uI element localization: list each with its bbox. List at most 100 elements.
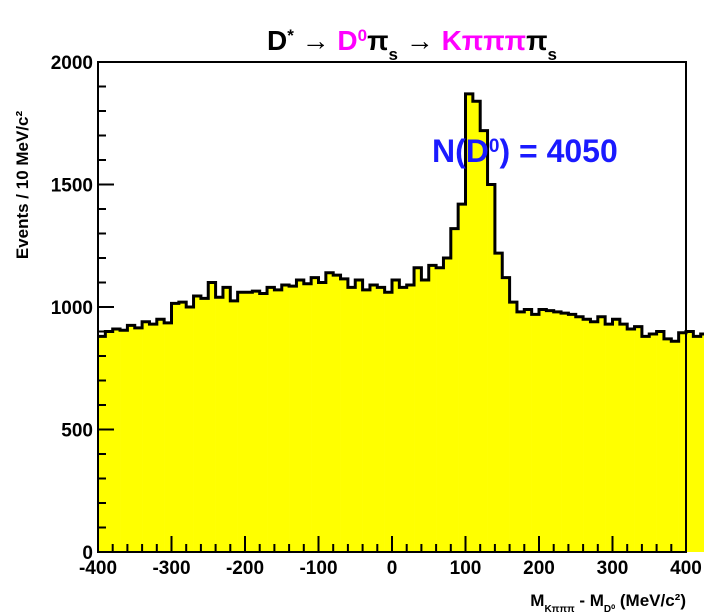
histogram-bin: [237, 292, 246, 552]
histogram-bin: [377, 287, 385, 552]
y-axis-ticks: 0 500 1000 1500 2000: [51, 53, 114, 564]
histogram-bin: [406, 284, 415, 552]
histogram-bin: [531, 314, 540, 552]
histogram-bin: [164, 322, 172, 552]
histogram-bin: [369, 284, 378, 552]
histogram-bin: [494, 253, 503, 552]
histogram-bin: [671, 341, 679, 552]
histogram-bin: [289, 286, 297, 552]
histogram-bin: [392, 280, 400, 552]
histogram-bins: [98, 93, 704, 552]
y-tick-label: 1500: [51, 176, 93, 197]
x-tick-label: 400: [670, 558, 702, 579]
x-tick-label: 200: [523, 558, 555, 579]
histogram-bin: [281, 284, 290, 552]
histogram-bin: [245, 292, 253, 552]
histogram-bin: [649, 333, 657, 552]
chart-title: D* → D0πs → Kππππs: [267, 25, 557, 64]
histogram-bin: [259, 293, 268, 552]
histogram-bin: [575, 316, 584, 552]
histogram-bin: [619, 324, 628, 552]
histogram-bin: [127, 325, 136, 552]
histogram-bin: [252, 291, 260, 552]
histogram-bin: [465, 93, 474, 552]
histogram-bin: [583, 319, 591, 552]
histogram-bin: [480, 130, 488, 552]
histogram-bin: [568, 314, 577, 552]
histogram-bin: [208, 282, 216, 552]
x-tick-label: -300: [152, 558, 190, 579]
signal-yield-annotation: N(D0) = 4050: [432, 133, 618, 169]
histogram-bin: [171, 303, 180, 552]
histogram-bin: [509, 302, 518, 552]
histogram-bin: [443, 258, 452, 552]
histogram-bin: [230, 300, 238, 552]
y-axis-label: Events / 10 MeV/c²: [13, 110, 32, 259]
y-tick-label: 2000: [51, 53, 93, 74]
histogram-bin: [222, 287, 231, 552]
histogram-bin: [502, 277, 510, 552]
y-tick-label: 500: [61, 421, 93, 442]
histogram-bin: [399, 287, 407, 552]
histogram-bin: [355, 280, 363, 552]
histogram-bin: [318, 282, 327, 552]
histogram-bin: [612, 319, 621, 552]
x-tick-label: 100: [450, 558, 482, 579]
y-tick-label: 1000: [51, 298, 93, 319]
histogram-bin: [458, 204, 466, 552]
histogram-bin: [663, 338, 672, 552]
y-tick-label: 0: [82, 543, 93, 564]
histogram-bin: [347, 287, 356, 552]
histogram-bin: [134, 327, 143, 552]
histogram-bin: [678, 332, 687, 552]
histogram-bin: [627, 329, 635, 552]
histogram-bin: [693, 336, 701, 552]
histogram-bin: [553, 311, 562, 552]
histogram-bin: [384, 292, 393, 552]
histogram-bin: [436, 267, 444, 552]
histogram-bin: [539, 309, 547, 552]
histogram-bin: [98, 336, 106, 552]
histogram-bin: [325, 272, 334, 552]
histogram-bin: [156, 319, 165, 552]
histogram-bin: [597, 316, 606, 552]
histogram-bin: [634, 326, 643, 552]
histogram-bin: [112, 329, 121, 552]
histogram-bin: [215, 297, 224, 552]
x-axis-ticks: -400 -300 -200 -100 0 100 200 300 400: [79, 536, 702, 579]
histogram-bin: [311, 277, 319, 552]
histogram-bin: [303, 283, 312, 552]
histogram-bin: [362, 289, 371, 552]
histogram-bin: [186, 307, 194, 552]
histogram-bin: [142, 321, 150, 552]
histogram-bin: [686, 331, 694, 552]
x-axis-label: MKπππ - MD⁰ (MeV/c²): [530, 591, 686, 615]
x-tick-label: -100: [299, 558, 337, 579]
histogram-bin: [274, 289, 283, 552]
histogram-bin: [296, 280, 305, 552]
histogram-bin: [105, 331, 113, 552]
histogram-bin: [149, 324, 158, 552]
histogram-bin: [450, 228, 459, 552]
histogram-bin: [700, 333, 704, 552]
x-tick-label: 0: [387, 558, 398, 579]
histogram-bin: [120, 330, 128, 552]
histogram-bin: [340, 278, 349, 552]
plot-area: -400 -300 -200 -100 0 100 200 300 400 0 500 1000 15…: [51, 53, 704, 579]
histogram-bin: [267, 287, 275, 552]
histogram-bin: [428, 265, 437, 552]
histogram-bin: [472, 101, 481, 552]
x-tick-label: -400: [79, 558, 117, 579]
histogram-bin: [487, 184, 496, 552]
histogram-bin: [641, 336, 650, 552]
histogram-bin: [546, 310, 554, 552]
histogram-bin: [414, 267, 422, 552]
x-tick-label: -200: [226, 558, 264, 579]
histogram-bin: [605, 324, 613, 552]
histogram-bin: [333, 275, 341, 552]
histogram-bin: [656, 331, 665, 552]
x-tick-label: 300: [597, 558, 629, 579]
histogram-bin: [193, 295, 202, 552]
histogram-bin: [178, 302, 187, 552]
